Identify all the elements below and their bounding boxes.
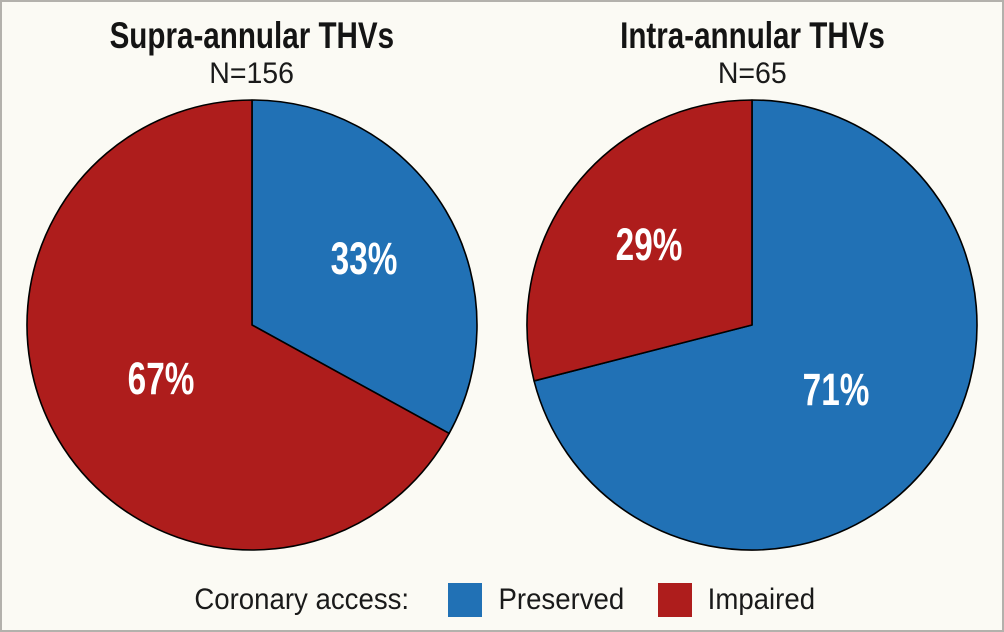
impaired-swatch <box>657 583 692 617</box>
pie-svg <box>526 99 978 552</box>
pie-chart-intra-annular: Intra-annular THVs N=65 71% 29% <box>502 2 1002 553</box>
pie-slice-impaired <box>526 99 753 383</box>
legend-title: Coronary access: <box>193 583 409 616</box>
legend-label-preserved: Preserved <box>498 583 625 616</box>
chart-subtitle-n: N=65 <box>717 57 787 91</box>
chart-subtitle-n: N=156 <box>209 57 295 91</box>
chart-title: Intra-annular THVs <box>619 15 885 56</box>
pie-percent-label-impaired: 67% <box>127 353 195 405</box>
legend-item-impaired: Impaired <box>657 583 820 617</box>
pie-chart-supra-annular: Supra-annular THVs N=156 33% 67% <box>2 2 502 553</box>
preserved-swatch <box>447 583 482 617</box>
pie-supra-annular: 33% 67% <box>24 97 480 553</box>
pie-slice-impaired <box>26 99 450 552</box>
pie-slice-preserved <box>251 99 478 435</box>
pie-intra-annular: 71% 29% <box>524 97 980 553</box>
pie-percent-label-preserved: 71% <box>802 364 869 416</box>
pie-slice-preserved <box>533 99 978 552</box>
charts-row: Supra-annular THVs N=156 33% 67% Intra-an… <box>2 2 1002 553</box>
legend-label-impaired: Impaired <box>707 583 815 616</box>
pie-svg <box>26 99 478 552</box>
pie-percent-label-preserved: 33% <box>330 233 398 284</box>
legend-item-preserved: Preserved <box>447 583 630 617</box>
legend: Coronary access: Preserved Impaired <box>2 583 1002 617</box>
pie-percent-label-impaired: 29% <box>615 219 683 271</box>
chart-title: Supra-annular THVs <box>109 15 395 56</box>
